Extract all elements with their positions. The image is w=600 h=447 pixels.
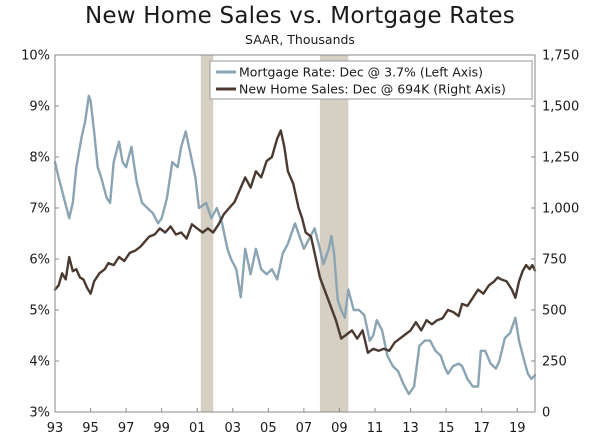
recession-band-1 <box>319 55 349 412</box>
x-tick-label: 05 <box>260 421 277 436</box>
x-tick-label: 19 <box>509 421 526 436</box>
left-tick-label: 4% <box>29 355 50 370</box>
legend-box <box>209 60 533 100</box>
x-tick-label: 03 <box>225 421 242 436</box>
left-tick-label: 5% <box>29 304 50 319</box>
x-tick-label: 15 <box>438 421 455 436</box>
x-tick-label: 93 <box>47 421 64 436</box>
series-line-new-home-sales <box>53 129 537 354</box>
x-tick-label: 01 <box>189 421 206 436</box>
x-tick-label: 99 <box>153 421 170 436</box>
left-tick-label: 9% <box>29 100 50 115</box>
x-tick-label: 17 <box>473 421 490 436</box>
left-tick-label: 8% <box>29 151 50 166</box>
series-line-mortgage-rate <box>53 94 537 396</box>
left-tick-label: 6% <box>29 253 50 268</box>
series-lines <box>53 94 537 396</box>
legend: Mortgage Rate: Dec @ 3.7% (Left Axis) Ne… <box>209 60 533 100</box>
x-tick-label: 13 <box>402 421 419 436</box>
chart-subtitle: SAAR, Thousands <box>245 32 355 47</box>
right-tick-label: 1,500 <box>542 100 579 115</box>
x-tick-label: 09 <box>331 421 348 436</box>
recession-band-0 <box>200 55 214 412</box>
right-tick-label: 1,250 <box>542 151 579 166</box>
x-tick-label: 07 <box>296 421 313 436</box>
left-tick-label: 7% <box>29 202 50 217</box>
legend-label-mortgage-rate: Mortgage Rate: Dec @ 3.7% (Left Axis) <box>239 65 483 80</box>
recession-bands <box>200 55 349 412</box>
right-tick-label: 0 <box>542 406 550 421</box>
left-axis: 3% 4% 5% 6% 7% 8% 9% 10% <box>21 49 59 421</box>
chart-title: New Home Sales vs. Mortgage Rates <box>85 3 515 29</box>
right-axis: 0 250 500 750 1,000 1,250 1,500 1,750 <box>531 49 579 421</box>
left-tick-label: 10% <box>21 49 50 64</box>
x-tick-label: 97 <box>118 421 135 436</box>
legend-label-new-home-sales: New Home Sales: Dec @ 694K (Right Axis) <box>239 82 506 97</box>
plot-frame <box>54 54 536 413</box>
right-tick-label: 750 <box>542 253 567 268</box>
x-tick-label: 95 <box>82 421 99 436</box>
right-tick-label: 1,750 <box>542 49 579 64</box>
x-axis: 93 95 97 99 01 03 05 07 09 11 13 15 17 19 <box>47 408 526 436</box>
right-tick-label: 500 <box>542 304 567 319</box>
left-tick-label: 3% <box>29 406 50 421</box>
right-tick-label: 1,000 <box>542 202 579 217</box>
x-tick-label: 11 <box>367 421 384 436</box>
right-tick-label: 250 <box>542 355 567 370</box>
